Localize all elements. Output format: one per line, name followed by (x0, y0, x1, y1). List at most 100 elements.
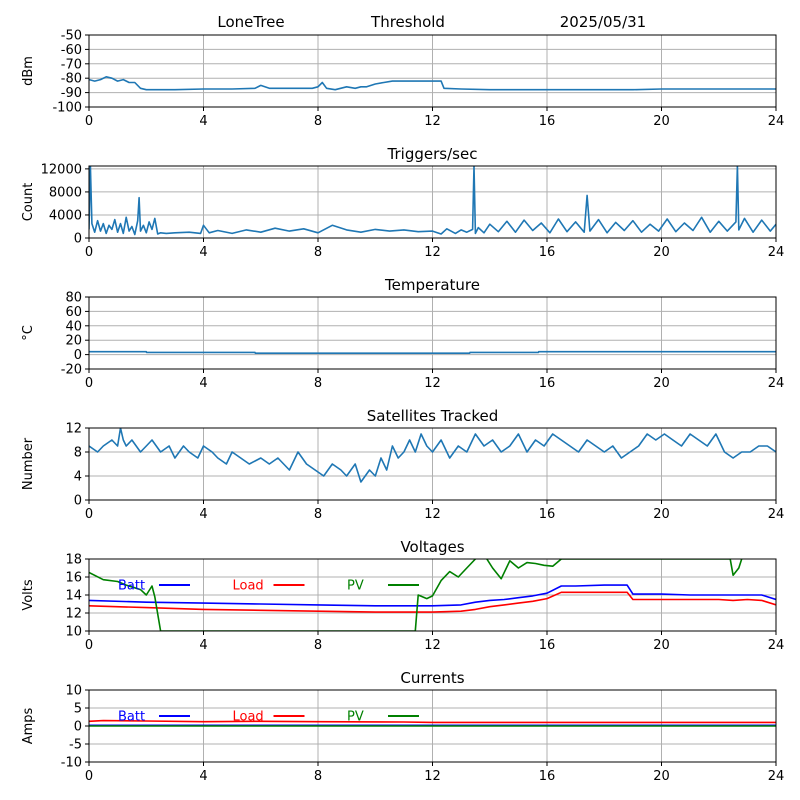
x-tick-label: 8 (314, 769, 322, 784)
x-tick-label: 8 (314, 507, 322, 522)
x-tick-label: 12 (424, 507, 441, 522)
legend-label-load: Load (233, 579, 264, 594)
y-axis-label: Count (21, 183, 36, 222)
y-tick-label: 0 (74, 348, 82, 363)
chart-panel-5: 0 4 8 12 16 20 24 -10 -5 0 5 10 Currents Amps Batt Load… (21, 669, 784, 784)
x-tick-label: 24 (768, 638, 785, 653)
x-tick-label: 12 (424, 769, 441, 784)
y-tick-label: -5 (69, 738, 82, 753)
x-tick-label: 16 (539, 245, 556, 260)
x-tick-label: 20 (653, 376, 670, 391)
x-tick-label: 16 (539, 376, 556, 391)
series-line-load (89, 591, 776, 613)
y-axis-label: Amps (21, 707, 36, 744)
y-tick-label: 8000 (49, 185, 82, 200)
x-tick-label: 0 (85, 769, 93, 784)
x-tick-label: 16 (539, 114, 556, 129)
x-tick-label: 24 (768, 245, 785, 260)
legend-label-load: Load (233, 710, 264, 725)
chart-panel-1: 0 4 8 12 16 20 24 0 4000 8000 12000 Triggers/sec Cou… (21, 145, 784, 260)
y-tick-label: 0 (74, 720, 82, 735)
series-line-pv (89, 559, 743, 631)
x-tick-label: 16 (539, 507, 556, 522)
y-tick-label: 40 (65, 319, 82, 334)
x-tick-label: 24 (768, 376, 785, 391)
chart-title: Voltages (400, 538, 464, 556)
x-tick-label: 4 (199, 376, 207, 391)
legend-label-pv: PV (347, 710, 364, 725)
series-line-0 (89, 428, 776, 483)
y-tick-label: 4000 (49, 208, 82, 223)
x-tick-label: 4 (199, 114, 207, 129)
y-tick-label: -90 (61, 86, 82, 101)
y-tick-label: 14 (65, 589, 82, 604)
y-tick-label: -10 (61, 756, 82, 771)
y-tick-label: 0 (74, 232, 82, 247)
x-tick-label: 8 (314, 114, 322, 129)
y-tick-label: 20 (65, 334, 82, 349)
series-line-load (89, 719, 776, 724)
x-tick-label: 8 (314, 638, 322, 653)
series-line-0 (89, 166, 776, 236)
y-tick-label: -80 (61, 72, 82, 87)
chart-panel-0: 0 4 8 12 16 20 24 -100-90-80-70-60-50 dBm (21, 29, 784, 130)
y-tick-label: 10 (65, 625, 82, 640)
x-tick-label: 20 (653, 245, 670, 260)
header-mode: Threshold (370, 13, 445, 31)
x-tick-label: 12 (424, 376, 441, 391)
x-tick-label: 12 (424, 114, 441, 129)
series-line-0 (89, 350, 776, 354)
y-tick-label: 18 (65, 553, 82, 568)
series-group (89, 76, 776, 91)
y-tick-label: -70 (61, 57, 82, 72)
x-tick-label: 24 (768, 507, 785, 522)
chart-title: Satellites Tracked (367, 407, 498, 425)
x-tick-label: 4 (199, 769, 207, 784)
y-axis-label: Number (21, 437, 36, 490)
legend-label-pv: PV (347, 579, 364, 594)
chart-panel-3: 0 4 8 12 16 20 24 0 4 8 12 Satellites Tracked Number (21, 407, 784, 522)
series-group (89, 428, 776, 483)
y-tick-label: 60 (65, 305, 82, 320)
y-tick-label: 80 (65, 291, 82, 306)
y-tick-label: 0 (74, 494, 82, 509)
series-group (89, 350, 776, 354)
y-tick-label: 10 (65, 684, 82, 699)
y-tick-label: -20 (61, 363, 82, 378)
series-group (89, 719, 776, 727)
series-line-0 (89, 76, 776, 91)
y-axis-label: dBm (21, 56, 36, 86)
x-tick-label: 16 (539, 769, 556, 784)
x-tick-label: 24 (768, 114, 785, 129)
x-tick-label: 4 (199, 245, 207, 260)
y-tick-label: 4 (74, 470, 82, 485)
legend-label-batt: Batt (118, 579, 145, 594)
y-tick-label: 12 (65, 607, 82, 622)
chart-title: Triggers/sec (387, 145, 478, 163)
y-tick-label: -100 (52, 101, 82, 116)
y-tick-label: 16 (65, 571, 82, 586)
x-tick-label: 0 (85, 507, 93, 522)
y-axis-label: °C (21, 325, 36, 341)
y-tick-label: -60 (61, 43, 82, 58)
y-axis-label: Volts (21, 579, 36, 611)
x-tick-label: 20 (653, 638, 670, 653)
y-tick-label: 8 (74, 446, 82, 461)
x-tick-label: 0 (85, 114, 93, 129)
series-group (89, 166, 776, 236)
x-tick-label: 12 (424, 638, 441, 653)
series-group (89, 559, 776, 631)
x-tick-label: 20 (653, 507, 670, 522)
header-date: 2025/05/31 (560, 13, 646, 31)
x-tick-label: 20 (653, 114, 670, 129)
header-station: LoneTree (217, 13, 284, 31)
x-tick-label: 12 (424, 245, 441, 260)
x-tick-label: 16 (539, 638, 556, 653)
series-line-batt (89, 584, 776, 607)
x-tick-label: 8 (314, 245, 322, 260)
y-tick-label: 5 (74, 702, 82, 717)
y-tick-label: 12000 (41, 162, 82, 177)
